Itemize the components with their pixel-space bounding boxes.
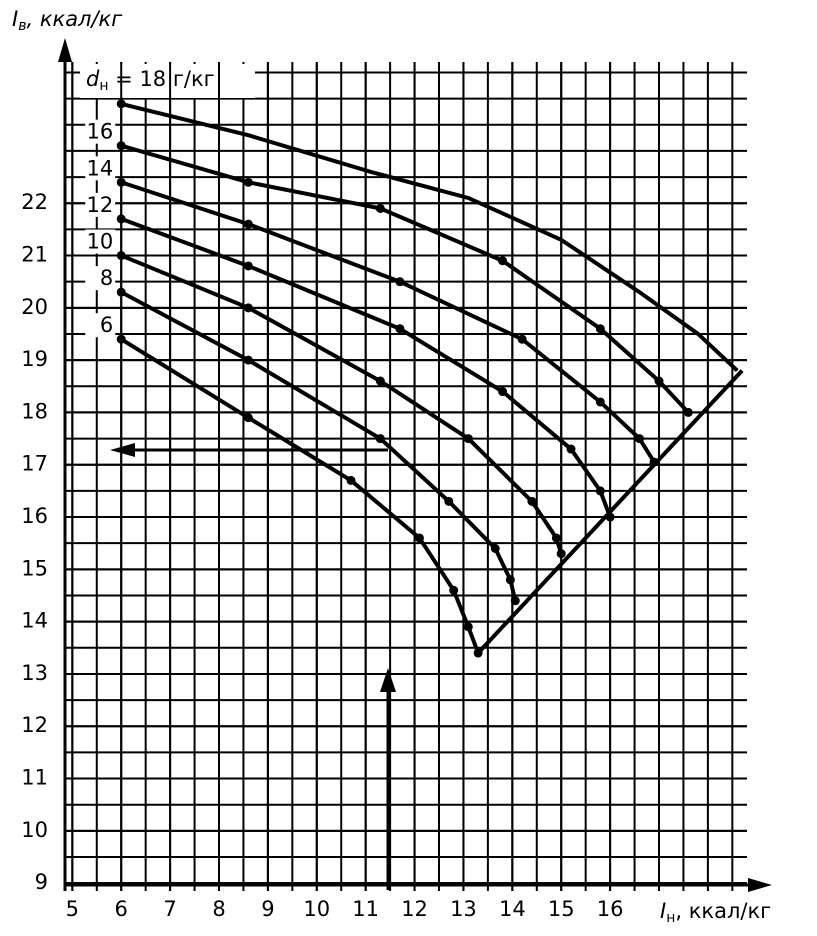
- point: [116, 177, 126, 187]
- series-label-bg: [85, 156, 116, 181]
- x-tick-label: 5: [66, 897, 79, 921]
- point: [444, 496, 454, 506]
- y-tick-label: 12: [21, 713, 48, 737]
- y-tick-label: 9: [35, 870, 48, 894]
- point: [346, 475, 356, 485]
- x-tick-label: 11: [352, 897, 379, 921]
- point: [395, 277, 405, 287]
- y-tick-label: 21: [21, 243, 48, 267]
- point: [498, 256, 508, 266]
- point: [116, 334, 126, 344]
- point: [116, 99, 126, 109]
- series-label-bg: [85, 313, 116, 338]
- point: [116, 287, 126, 297]
- point: [243, 177, 253, 187]
- point: [683, 407, 693, 417]
- point: [375, 203, 385, 213]
- point: [490, 543, 500, 553]
- point: [375, 376, 385, 386]
- y-tick-label: 13: [21, 661, 48, 685]
- y-tick-label: 19: [21, 347, 48, 371]
- point: [414, 533, 424, 543]
- series-label: 16: [86, 120, 113, 144]
- y-tick-label: 14: [21, 609, 48, 633]
- y-tick-label: 11: [21, 766, 48, 790]
- x-tick-label: 8: [212, 897, 225, 921]
- point: [243, 219, 253, 229]
- x-axis-label: Iн, ккал/кг: [660, 899, 771, 926]
- legend-annotation: dн = 18 г/кг: [80, 64, 255, 98]
- point: [243, 261, 253, 271]
- point: [463, 622, 473, 632]
- x-tick-label: 7: [163, 897, 176, 921]
- arrow-head: [380, 668, 396, 692]
- point: [116, 251, 126, 261]
- point: [595, 397, 605, 407]
- series-line: [120, 143, 690, 414]
- point: [243, 303, 253, 313]
- y-axis-label: Iв, ккал/кг: [12, 7, 123, 34]
- point: [551, 533, 561, 543]
- y-tick-label: 18: [21, 399, 48, 423]
- point: [116, 141, 126, 151]
- series-label-bg: [85, 192, 116, 217]
- x-tick-label: 6: [115, 897, 128, 921]
- annotation: dн = 18 г/кг: [86, 67, 215, 94]
- x-tick-label: 10: [303, 897, 330, 921]
- y-axis-arrow: [58, 38, 72, 62]
- point: [395, 324, 405, 334]
- series-label-bg: [85, 229, 116, 254]
- point: [498, 387, 508, 397]
- point: [116, 214, 126, 224]
- point: [556, 549, 566, 559]
- series-label: 8: [100, 266, 113, 290]
- point: [595, 324, 605, 334]
- series-label-bg: [85, 266, 116, 291]
- point: [654, 376, 664, 386]
- point: [505, 575, 515, 585]
- series-label-bg: [85, 119, 116, 144]
- y-tick-label: 16: [21, 504, 48, 528]
- annotation-background: [80, 64, 255, 98]
- point: [375, 434, 385, 444]
- point: [510, 596, 520, 606]
- point: [517, 334, 527, 344]
- point: [243, 355, 253, 365]
- y-tick-label: 15: [21, 556, 48, 580]
- y-tick-label: 20: [21, 295, 48, 319]
- example-arrows: [58, 38, 772, 892]
- series-label: 14: [86, 156, 113, 180]
- series-line: [120, 290, 518, 602]
- series-line: [476, 369, 744, 655]
- series-label: 12: [86, 193, 113, 217]
- series-line: [120, 101, 739, 373]
- point: [243, 413, 253, 423]
- y-tick-label: 10: [21, 818, 48, 842]
- point: [527, 496, 537, 506]
- point: [566, 444, 576, 454]
- point: [634, 434, 644, 444]
- x-tick-label: 14: [499, 897, 526, 921]
- point: [449, 585, 459, 595]
- y-tick-label: 22: [21, 190, 48, 214]
- x-tick-label: 9: [261, 897, 274, 921]
- y-tick-label: 17: [21, 452, 48, 476]
- series-label: 10: [86, 230, 113, 254]
- x-tick-label: 15: [548, 897, 575, 921]
- point: [463, 434, 473, 444]
- x-axis-arrow: [748, 878, 772, 892]
- arrow-head: [110, 443, 135, 457]
- point: [595, 486, 605, 496]
- x-tick-label: 13: [450, 897, 477, 921]
- x-tick-label: 12: [401, 897, 428, 921]
- x-tick-label: 16: [597, 897, 624, 921]
- series-label: 6: [100, 313, 113, 337]
